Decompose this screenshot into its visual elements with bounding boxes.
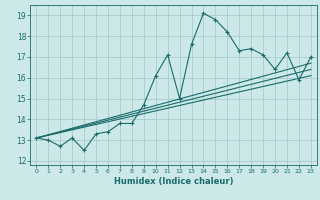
X-axis label: Humidex (Indice chaleur): Humidex (Indice chaleur) [114, 177, 233, 186]
